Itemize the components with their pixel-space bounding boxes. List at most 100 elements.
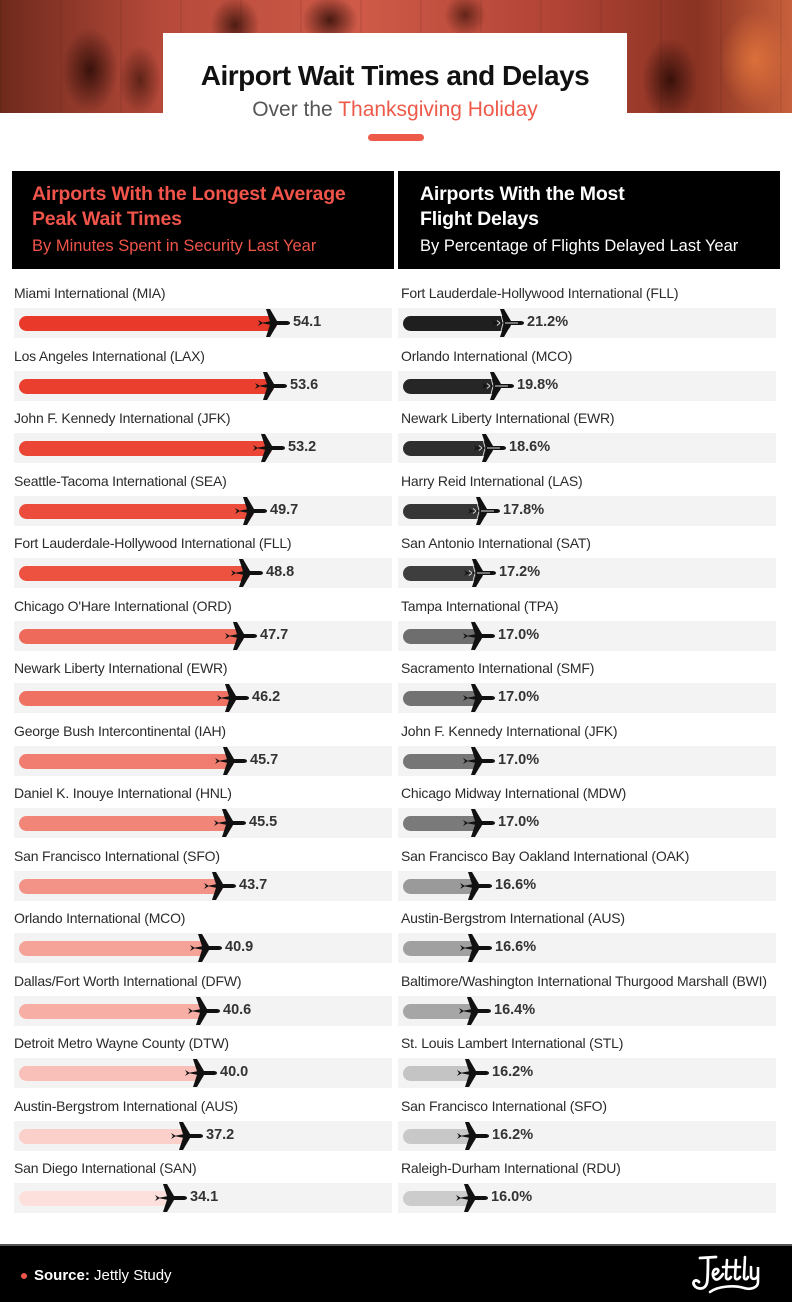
bar xyxy=(403,566,483,581)
bar xyxy=(19,503,254,519)
airport-label: Harry Reid International (LAS) xyxy=(401,472,583,489)
value-label: 47.7 xyxy=(260,626,289,643)
chart-row: Newark Liberty International (EWR) 18.6% xyxy=(398,409,780,472)
value-label: 34.1 xyxy=(190,1189,219,1205)
bar xyxy=(19,1191,174,1206)
airport-label: Austin-Bergstrom International (AUS) xyxy=(14,1097,238,1114)
wait-times-title-line2: Peak Wait Times xyxy=(32,208,182,230)
bar-track: 16.6% xyxy=(398,933,776,963)
chart-row: San Diego International (SAN) 34.1 xyxy=(12,1159,394,1222)
source-note: Source: Jettly Study xyxy=(34,1267,172,1284)
title-divider xyxy=(368,134,424,141)
airplane-icon xyxy=(462,619,496,653)
airplane-icon xyxy=(463,556,497,590)
bar xyxy=(403,878,479,894)
value-label: 53.2 xyxy=(288,439,317,455)
chart-row: Austin-Bergstrom International (AUS) 37.2 xyxy=(12,1097,394,1160)
bar-track: 17.0% xyxy=(398,683,776,713)
page-title: Airport Wait Times and Delays xyxy=(200,60,590,91)
airplane-icon xyxy=(189,931,223,965)
airport-label: Orlando International (MCO) xyxy=(14,910,186,926)
airport-label: San Francisco International (SFO) xyxy=(401,1097,607,1114)
bar xyxy=(403,628,482,644)
bar-track: 53.6 xyxy=(14,369,392,403)
chart-row: Orlando International (MCO) 40.9 xyxy=(12,909,394,972)
airplane-icon xyxy=(462,806,496,840)
airplane-icon xyxy=(491,306,525,340)
bar xyxy=(19,878,223,894)
airport-label: Miami International (MIA) xyxy=(14,285,166,301)
bar xyxy=(403,378,501,394)
airplane-icon xyxy=(459,931,493,965)
airport-label: San Francisco International (SFO) xyxy=(14,847,220,864)
bar-track: 16.2% xyxy=(398,1058,776,1088)
bar-track: 43.7 xyxy=(14,869,392,903)
flight-delays-header: Airports With the Most Flight Delays By … xyxy=(398,171,780,269)
airplane-icon xyxy=(203,869,237,903)
value-label: 17.0% xyxy=(498,814,540,830)
value-label: 19.8% xyxy=(517,376,559,393)
airplane-icon xyxy=(254,369,288,403)
airport-label: Detroit Metro Wayne County (DTW) xyxy=(14,1035,229,1051)
bar xyxy=(403,691,482,706)
airport-label: Austin-Bergstrom International (AUS) xyxy=(401,910,625,926)
value-label: 17.8% xyxy=(503,501,545,518)
airplane-icon xyxy=(456,1056,490,1090)
airport-label: San Francisco Bay Oakland International … xyxy=(401,847,690,864)
airport-label: Orlando International (MCO) xyxy=(401,347,573,364)
bar xyxy=(19,566,250,581)
airplane-icon xyxy=(230,556,264,590)
value-label: 40.0 xyxy=(220,1064,249,1080)
flight-delays-chart: Fort Lauderdale-Hollywood International … xyxy=(398,284,780,1222)
airplane-icon xyxy=(216,681,250,715)
bar xyxy=(403,441,493,456)
bar-track: 34.1 xyxy=(14,1183,392,1213)
value-label: 16.2% xyxy=(492,1126,534,1143)
value-label: 45.7 xyxy=(250,751,279,768)
airplane-icon xyxy=(462,681,496,715)
value-label: 16.2% xyxy=(492,1064,534,1080)
airplane-icon xyxy=(213,806,247,840)
value-label: 40.6 xyxy=(223,1001,252,1018)
value-label: 17.0% xyxy=(498,751,540,768)
value-label: 48.8 xyxy=(266,564,295,580)
title-card: Airport Wait Times and Delays Over the T… xyxy=(163,33,627,125)
airport-label: Newark Liberty International (EWR) xyxy=(401,410,615,426)
airport-label: George Bush Intercontinental (IAH) xyxy=(14,722,226,739)
value-label: 17.0% xyxy=(498,689,540,705)
chart-row: Seattle-Tacoma International (SEA) 49.7 xyxy=(12,472,394,535)
bar-track: 16.0% xyxy=(398,1183,776,1213)
wait-times-subtitle: By Minutes Spent in Security Last Year xyxy=(32,237,317,255)
chart-row: Tampa International (TPA) 17.0% xyxy=(398,597,780,660)
bar-track: 17.0% xyxy=(398,808,776,838)
bar xyxy=(403,1003,478,1019)
chart-row: Chicago Midway International (MDW) 17.0% xyxy=(398,784,780,847)
chart-row: George Bush Intercontinental (IAH) 45.7 xyxy=(12,722,394,785)
bar-track: 18.6% xyxy=(398,433,776,463)
source-value: Jettly Study xyxy=(89,1267,172,1284)
value-label: 53.6 xyxy=(290,376,319,393)
airport-label: Chicago O'Hare International (ORD) xyxy=(14,597,232,614)
bar xyxy=(19,941,209,956)
bar xyxy=(403,1128,476,1144)
bar xyxy=(19,441,272,456)
chart-row: Dallas/Fort Worth International (DFW) 40.… xyxy=(12,972,394,1035)
value-label: 54.1 xyxy=(293,314,322,330)
bar-track: 17.0% xyxy=(398,744,776,778)
chart-row: Sacramento International (SMF) 17.0% xyxy=(398,659,780,722)
value-label: 16.6% xyxy=(495,876,537,893)
bar xyxy=(403,1191,475,1206)
airport-label: Newark Liberty International (EWR) xyxy=(14,660,228,676)
airplane-icon xyxy=(456,1119,490,1153)
airport-label: Fort Lauderdale-Hollywood International … xyxy=(14,535,292,551)
chart-row: John F. Kennedy International (JFK) 17.0% xyxy=(398,722,780,785)
bar-track: 40.0 xyxy=(14,1058,392,1088)
bar-track: 19.8% xyxy=(398,370,776,401)
chart-row: Raleigh-Durham International (RDU) 16.0% xyxy=(398,1159,780,1222)
bar xyxy=(403,753,482,769)
chart-row: San Francisco International (SFO) 43.7 xyxy=(12,847,394,910)
airplane-icon xyxy=(462,744,496,778)
bar xyxy=(19,753,234,769)
airport-label: Tampa International (TPA) xyxy=(401,597,559,614)
bar-track: 53.2 xyxy=(14,433,392,463)
